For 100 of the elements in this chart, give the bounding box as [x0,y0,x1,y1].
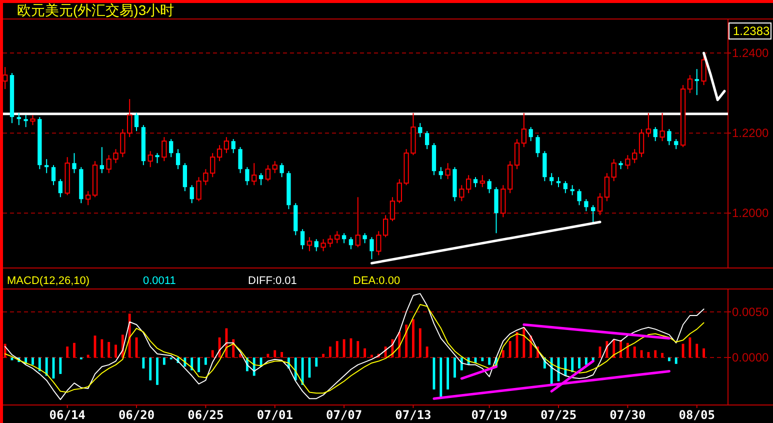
candlestick [577,188,582,206]
candlestick [694,68,699,96]
line-series [4,304,704,394]
bar [198,358,200,372]
candlestick [355,196,360,248]
bar [59,358,62,374]
candlestick [182,162,188,192]
text: 1.2383 [733,24,770,38]
candlestick [418,122,422,138]
text: DEA:0.00 [353,275,400,287]
bar [584,358,588,365]
bar [522,327,526,358]
candlestick [265,164,271,182]
candlestick [459,184,464,202]
y-tick-label: 1.2200 [732,126,770,140]
bar [156,358,158,385]
bar [674,358,678,364]
candlestick [382,214,388,238]
candlestick [687,74,693,94]
bar [405,324,408,358]
candlestick [701,54,706,86]
candlestick [667,128,672,146]
candlestick [362,232,367,244]
bar [688,337,692,358]
x-tick-label: 07/13 [395,408,432,422]
bar [578,358,580,368]
x-tick-label: 07/01 [256,408,293,422]
candlestick [252,162,257,186]
candlestick [348,236,354,250]
bar [280,352,284,358]
candlestick [190,184,194,204]
bar [502,350,504,358]
candlestick [176,148,180,170]
candlestick [258,172,264,186]
y-tick-label: 1.2400 [732,46,770,60]
text: DIFF:0.01 [248,275,297,287]
candlestick [44,158,49,174]
candlestick [280,162,284,178]
candlestick [370,236,374,260]
candlestick [597,192,603,216]
bar [564,358,567,376]
candlestick [272,160,278,174]
candlestick [169,138,174,158]
candlestick [245,166,250,186]
candlestick [24,114,28,128]
candlestick [473,176,478,188]
candlestick [570,184,574,196]
candlestick [216,144,222,162]
bar [446,358,450,390]
candlestick [550,172,554,186]
bar [211,350,214,358]
bar [162,358,166,365]
candlestick [466,174,472,194]
bar [66,346,69,358]
candlestick [390,196,396,222]
bar [32,358,34,365]
bar [100,339,104,358]
line-series [4,293,704,400]
candlestick [72,152,76,174]
candlestick [660,112,665,142]
candlestick [536,134,540,158]
bar [342,339,346,358]
candlestick [591,204,596,224]
x-tick-label: 08/05 [678,408,715,422]
candlestick [30,114,36,126]
bar [412,319,414,358]
bar [654,350,657,358]
bar [45,358,48,376]
bar [315,358,318,367]
bar [661,352,664,358]
chart-title: MACD(12,26,10) [7,275,90,287]
bar [336,341,338,358]
candlestick [604,172,610,202]
candlestick [674,138,678,150]
candlestick [155,152,160,164]
candlestick [556,176,561,188]
bar [668,358,670,362]
candlestick [638,128,644,158]
bar [702,348,705,358]
y-tick-label: 1.2000 [732,206,770,220]
candlestick [480,174,485,188]
candlestick [424,130,430,150]
candlestick [487,178,492,194]
line-series [702,52,726,102]
candlestick [224,136,230,154]
candlestick [646,112,652,138]
candlestick [584,198,588,212]
candlestick [528,126,533,142]
y-tick-label: 0.0000 [732,350,770,365]
candlestick [653,126,658,142]
x-tick-label: 06/20 [118,408,155,422]
bar [633,346,636,358]
candlestick [300,228,305,250]
bar [86,354,90,358]
bar [329,346,332,358]
candlestick [16,112,21,126]
candlestick [611,158,616,182]
candlestick [100,146,104,174]
candlestick [342,232,346,244]
bar [454,358,456,378]
